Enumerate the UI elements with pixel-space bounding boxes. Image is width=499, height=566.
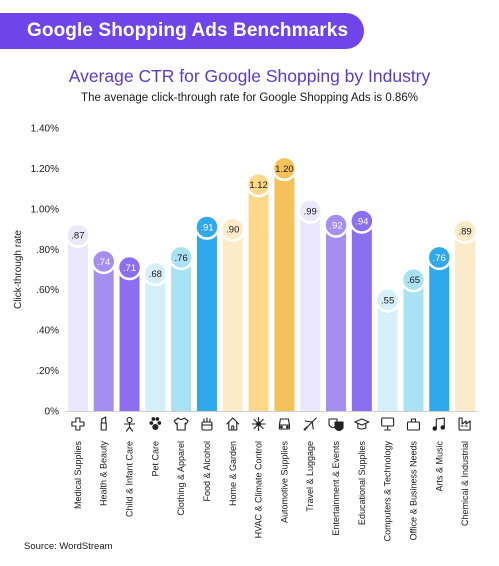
data-label: .89 xyxy=(458,227,471,238)
bar xyxy=(222,219,243,411)
data-label: .74 xyxy=(97,257,110,268)
y-tick-label: .80% xyxy=(36,245,59,256)
monitor-icon xyxy=(381,417,395,431)
x-tick-label: Medical Supplies xyxy=(73,441,83,510)
fan-icon xyxy=(251,416,266,432)
x-tick-label: Office & Business Needs xyxy=(408,441,418,541)
value-badge xyxy=(374,287,401,313)
graduation-cap-icon xyxy=(354,418,370,430)
bar xyxy=(455,221,476,411)
data-label: .65 xyxy=(407,275,420,286)
y-tick-label: .20% xyxy=(36,366,59,377)
x-tick-label: Arts & Music xyxy=(434,441,444,492)
lipstick-icon xyxy=(100,416,107,431)
bar xyxy=(377,289,398,411)
y-tick-label: .60% xyxy=(36,285,59,296)
bar xyxy=(429,247,450,411)
header-banner: Google Shopping Ads Benchmarks xyxy=(0,13,364,49)
x-tick-label: Travel & Luggage xyxy=(305,441,315,512)
value-badge xyxy=(220,216,246,242)
value-badge xyxy=(400,266,427,293)
cup-icon xyxy=(201,417,213,431)
banner-title: Google Shopping Ads Benchmarks xyxy=(27,20,349,41)
house-icon xyxy=(226,417,240,431)
x-tick-label: HVAC & Climate Control xyxy=(254,441,264,538)
shirt-icon xyxy=(173,417,189,431)
data-label: .68 xyxy=(149,269,162,280)
y-tick-label: 1.40% xyxy=(31,124,59,135)
chart-subtitle: The avenage click-through rate for Googl… xyxy=(81,92,418,104)
bar xyxy=(145,263,166,411)
x-tick-label: Home & Garden xyxy=(228,441,238,506)
source-note: Source: WordStream xyxy=(24,541,113,552)
x-tick-label: Entertainment & Events xyxy=(331,441,341,536)
x-tick-label: Clothing & Apparel xyxy=(176,441,186,516)
data-label: .87 xyxy=(71,231,84,242)
value-badge xyxy=(168,244,194,271)
x-tick-label: Pet Care xyxy=(150,441,160,477)
x-tick-label: Child & Infant Care xyxy=(125,441,135,517)
data-label: .92 xyxy=(329,221,342,232)
x-tick-label: Educational Supplies xyxy=(357,441,367,526)
bar xyxy=(67,225,88,411)
car-icon xyxy=(278,418,290,430)
data-label: .90 xyxy=(226,225,239,236)
x-tick-label: Chemical & Industrial xyxy=(460,441,470,526)
data-label: .55 xyxy=(381,295,394,306)
data-label: .76 xyxy=(433,253,446,264)
theater-masks-icon xyxy=(328,418,344,432)
music-note-icon xyxy=(432,417,446,431)
value-badge xyxy=(194,214,220,240)
data-label: .91 xyxy=(200,223,213,234)
briefcase-icon xyxy=(406,418,421,431)
value-badge xyxy=(142,260,169,287)
bar xyxy=(274,158,295,411)
value-badge xyxy=(271,155,298,182)
chart-title: Average CTR for Google Shopping by Indus… xyxy=(68,66,431,86)
data-label: .76 xyxy=(175,253,188,264)
data-label: 1.20 xyxy=(275,164,294,175)
bar xyxy=(196,217,217,411)
bar xyxy=(171,247,192,411)
bar xyxy=(93,251,114,411)
bar xyxy=(351,210,372,411)
value-badge xyxy=(116,254,143,281)
paw-icon xyxy=(149,417,162,431)
x-tick-label: Food & Alcohol xyxy=(202,441,212,502)
bar xyxy=(300,200,321,411)
value-badge xyxy=(245,171,272,198)
x-tick-label: Automotive Supplies xyxy=(279,441,289,524)
y-tick-label: 1.00% xyxy=(31,204,59,215)
value-badge xyxy=(426,244,453,271)
value-badge xyxy=(297,198,323,224)
value-badge xyxy=(323,212,349,238)
bar xyxy=(326,215,347,411)
data-label: .94 xyxy=(355,216,368,227)
y-tick-label: 0% xyxy=(45,407,60,418)
bar xyxy=(248,174,269,411)
data-label: 1.12 xyxy=(249,180,268,191)
data-label: .71 xyxy=(123,263,136,274)
value-badge xyxy=(452,218,478,244)
baby-icon xyxy=(123,416,136,432)
value-badge xyxy=(349,208,375,234)
x-tick-label: Computers & Technology xyxy=(383,441,393,542)
medical-cross-icon xyxy=(71,417,85,431)
factory-icon xyxy=(458,417,471,431)
x-tick-label: Health & Beauty xyxy=(99,441,109,507)
bar xyxy=(119,257,140,411)
y-axis-label: Click-through rate xyxy=(13,230,24,309)
data-label: .99 xyxy=(304,206,317,217)
bar xyxy=(403,269,424,411)
y-tick-label: 1.20% xyxy=(31,164,59,175)
airplane-icon xyxy=(303,417,317,431)
value-badge xyxy=(90,248,117,275)
value-badge xyxy=(65,222,91,248)
y-tick-label: .40% xyxy=(36,326,59,337)
